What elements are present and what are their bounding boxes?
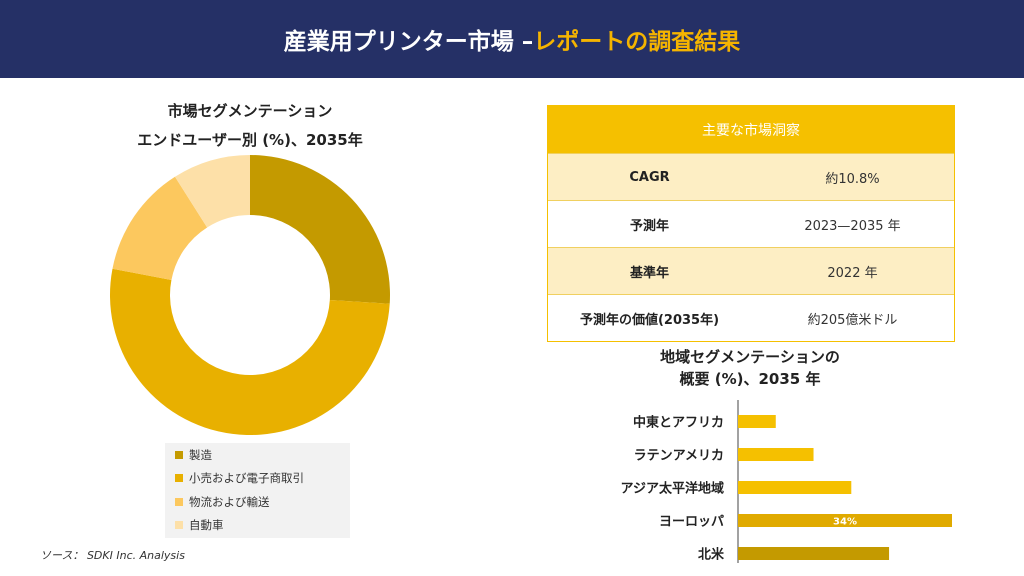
title-main: 産業用プリンター市場 – <box>283 29 534 55</box>
category-label: ラテンアメリカ <box>634 449 724 464</box>
donut-legend: 製造小売および電子商取引 物流および輸送 自動車 <box>165 443 350 538</box>
donut-slice <box>112 176 208 281</box>
legend-item: 小売および電子商取引 <box>165 467 350 491</box>
kpi-row-forecast-period: 予測年 2023—2035 年 <box>548 200 954 247</box>
kpi-row-cagr: CAGR 約10.8% <box>548 153 954 200</box>
donut-chart: 52% <box>110 155 391 435</box>
donut-slice <box>250 155 391 304</box>
category-label: 中東とアフリカ <box>633 415 724 431</box>
kpi-label: 予測年 <box>629 218 669 234</box>
kpi-header: 主要な市場洞察 <box>548 106 954 153</box>
kpi-value: 2022 年 <box>827 265 878 281</box>
kpi-label: 基準年 <box>629 265 669 281</box>
kpi-table: 主要な市場洞察 CAGR 約10.8% 予測年 2023—2035 年 基準年 … <box>547 105 955 342</box>
kpi-row-forecast-value: 予測年の価値(2035年) 約205億米ドル <box>548 294 954 341</box>
donut-slice <box>110 268 390 435</box>
source-note: ソース： SDKI Inc. Analysis <box>40 549 185 562</box>
category-label: アジア太平洋地域 <box>621 481 724 497</box>
bar-chart-title: 地域セグメンテーションの 概要 (%)、2035 年 <box>600 346 900 390</box>
legend-swatch <box>175 497 183 506</box>
legend-label: 小売および電子商取引 <box>189 471 304 486</box>
kpi-row-base-year: 基準年 2022 年 <box>548 247 954 294</box>
title-highlight: レポートの調査結果 <box>533 29 741 55</box>
legend-swatch <box>175 450 183 459</box>
donut-chart-title: 市場セグメンテーション エンドユーザー別 (%)、2035年 <box>110 97 390 155</box>
donut-data-label: 52% <box>239 353 270 368</box>
legend-label: 自動車 <box>189 518 224 533</box>
category-label: 北米 <box>698 547 725 563</box>
region-bar <box>738 448 814 461</box>
kpi-value: 2023—2035 年 <box>804 218 901 234</box>
legend-item: 物流および輸送 <box>165 490 350 514</box>
bar-title-line2: 概要 (%)、2035 年 <box>679 370 821 388</box>
donut-title-line2: エンドユーザー別 (%)、2035年 <box>137 131 363 149</box>
category-label: ヨーロッパ <box>659 515 724 530</box>
legend-swatch <box>175 521 183 530</box>
kpi-label: CAGR <box>629 169 670 185</box>
legend-item: 製造 <box>165 443 350 467</box>
donut-slice <box>174 155 250 228</box>
legend-label: 製造 <box>189 447 212 462</box>
donut-title-line1: 市場セグメンテーション <box>167 102 333 120</box>
legend-swatch <box>175 474 183 483</box>
kpi-label: 予測年の価値(2035年) <box>579 312 720 328</box>
region-bar <box>738 514 952 527</box>
bar-data-label: 34% <box>833 517 857 528</box>
bar-title-line1: 地域セグメンテーションの <box>660 348 840 366</box>
header-banner: 産業用プリンター市場 –レポートの調査結果 <box>0 0 1024 78</box>
region-bar <box>738 415 776 428</box>
legend-item: 自動車 <box>165 514 350 538</box>
region-bar <box>738 481 852 494</box>
kpi-value: 約205億米ドル <box>807 312 898 328</box>
legend-label: 物流および輸送 <box>189 494 270 509</box>
kpi-value: 約10.8% <box>825 171 880 187</box>
page-title: 産業用プリンター市場 –レポートの調査結果 <box>284 22 741 56</box>
region-bar <box>738 547 890 560</box>
